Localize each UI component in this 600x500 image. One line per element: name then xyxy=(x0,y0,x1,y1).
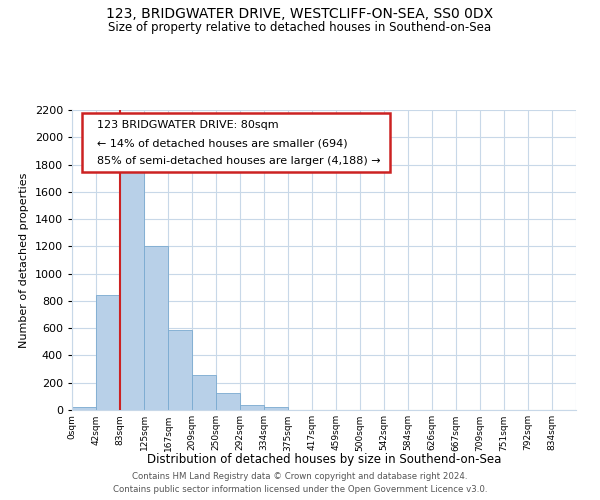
Text: Contains HM Land Registry data © Crown copyright and database right 2024.
Contai: Contains HM Land Registry data © Crown c… xyxy=(113,472,487,494)
Bar xyxy=(192,375,216,410)
Text: 85% of semi-detached houses are larger (4,188) →: 85% of semi-detached houses are larger (… xyxy=(97,156,381,166)
Bar xyxy=(264,408,288,410)
Bar xyxy=(216,393,240,410)
FancyBboxPatch shape xyxy=(82,113,389,172)
Bar xyxy=(72,408,96,410)
Text: Size of property relative to detached houses in Southend-on-Sea: Size of property relative to detached ho… xyxy=(109,21,491,34)
Bar xyxy=(144,246,168,410)
Text: ← 14% of detached houses are smaller (694): ← 14% of detached houses are smaller (69… xyxy=(97,138,348,148)
Bar xyxy=(240,404,264,410)
Text: 123 BRIDGWATER DRIVE: 80sqm: 123 BRIDGWATER DRIVE: 80sqm xyxy=(97,120,279,130)
Y-axis label: Number of detached properties: Number of detached properties xyxy=(19,172,29,348)
Text: 123, BRIDGWATER DRIVE, WESTCLIFF-ON-SEA, SS0 0DX: 123, BRIDGWATER DRIVE, WESTCLIFF-ON-SEA,… xyxy=(106,8,494,22)
Bar xyxy=(96,296,120,410)
Bar xyxy=(168,330,192,410)
Text: Distribution of detached houses by size in Southend-on-Sea: Distribution of detached houses by size … xyxy=(147,452,501,466)
Bar xyxy=(120,164,144,410)
